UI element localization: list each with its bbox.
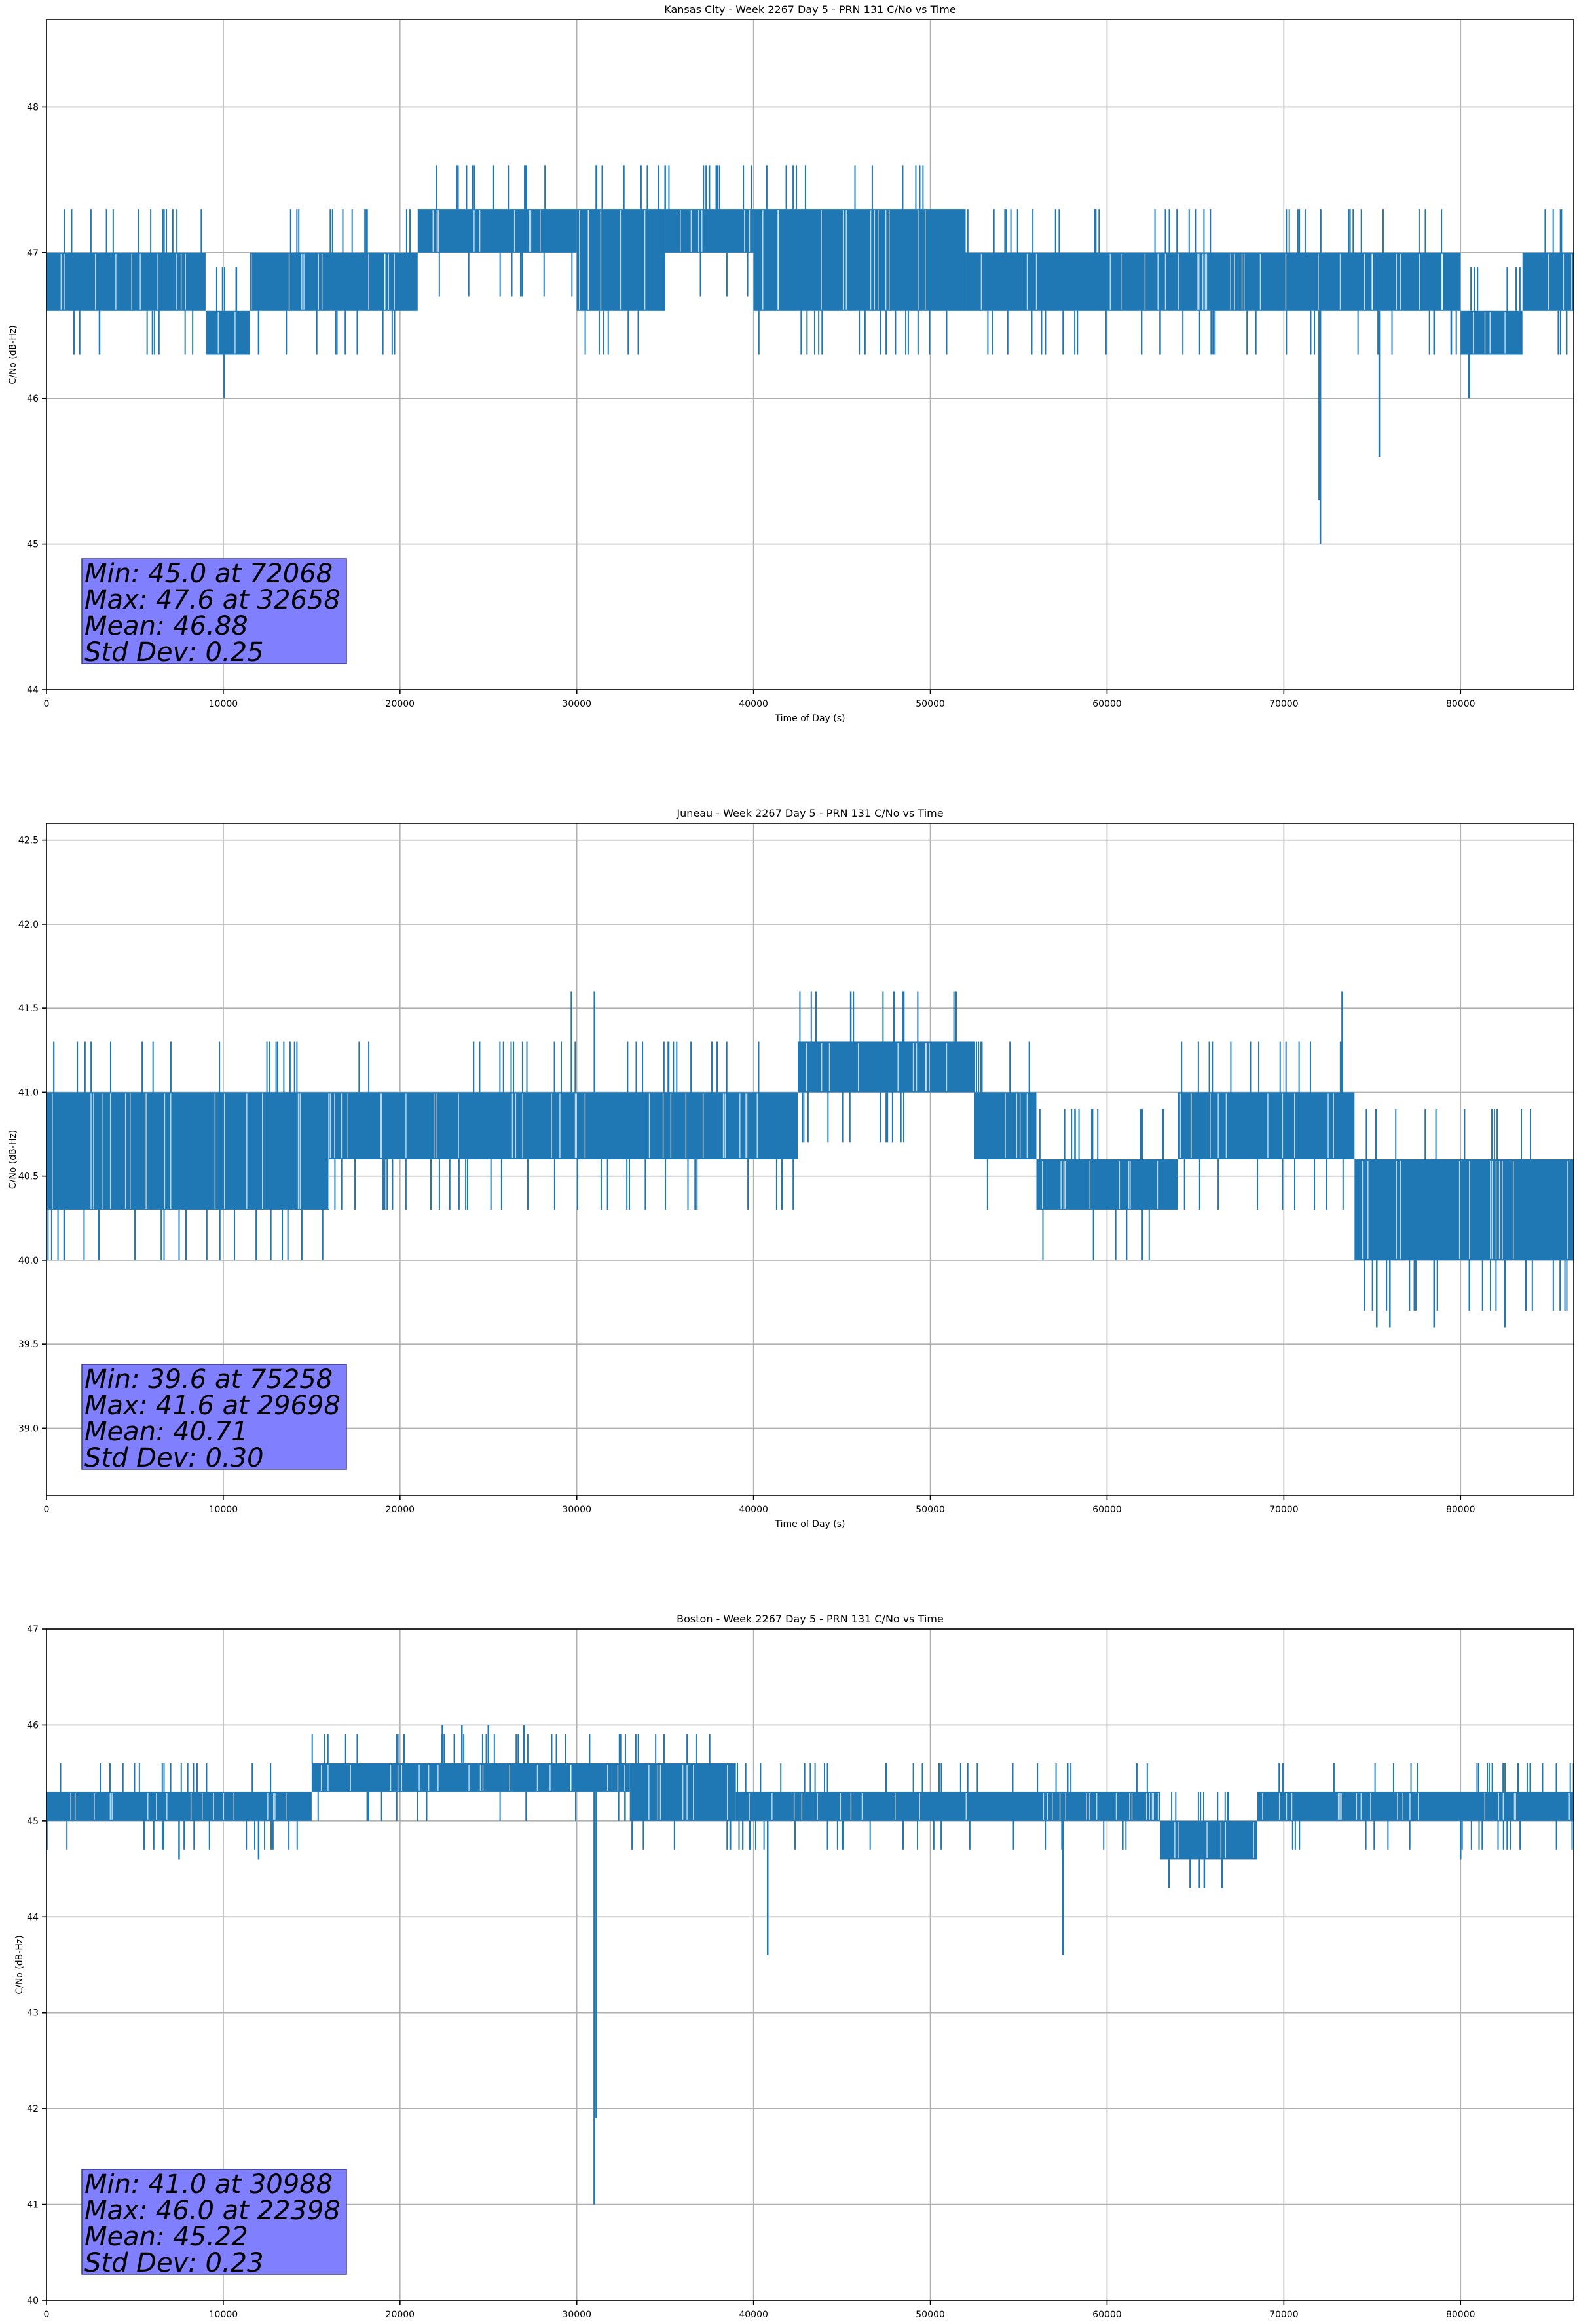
y-axis-label: C/No (dB-Hz) [14, 1935, 25, 1994]
axes-frame [46, 1628, 1574, 2301]
x-tick-label: 60000 [1092, 699, 1122, 709]
series-band [1036, 1159, 1178, 1210]
y-tick-label: 39.0 [18, 1423, 39, 1434]
stats-line: Std Dev: 0.23 [84, 2248, 264, 2278]
series-band [1522, 252, 1574, 311]
x-tick-label: 80000 [1446, 1505, 1475, 1515]
stats-line: Min: 39.6 at 75258 [84, 1364, 333, 1395]
y-tick-label: 42 [27, 2104, 39, 2114]
x-tick-label: 0 [44, 1505, 50, 1515]
x-tick-label: 70000 [1269, 699, 1299, 709]
chart-title: Juneau - Week 2267 Day 5 - PRN 131 C/No … [676, 807, 943, 819]
stats-line: Min: 41.0 at 30988 [84, 2169, 333, 2200]
series-band [965, 252, 1461, 311]
series-band [1160, 1820, 1257, 1860]
x-axis-label: Time of Day (s) [775, 713, 845, 724]
y-tick-label: 46 [27, 394, 39, 404]
stats-line: Mean: 46.88 [84, 611, 248, 641]
x-tick-label: 10000 [209, 2310, 238, 2320]
axes-frame [46, 823, 1574, 1496]
stats-line: Max: 41.6 at 29698 [84, 1391, 341, 1421]
y-tick-label: 46 [27, 1720, 39, 1731]
x-tick-label: 60000 [1092, 2310, 1122, 2320]
series-band [1178, 1092, 1355, 1159]
y-tick-label: 48 [27, 102, 39, 113]
chart-title: Boston - Week 2267 Day 5 - PRN 131 C/No … [677, 1613, 944, 1625]
x-tick-label: 60000 [1092, 1505, 1122, 1515]
series-band [1257, 1791, 1574, 1821]
series-band [46, 1791, 312, 1821]
y-tick-label: 41.5 [18, 1003, 39, 1014]
y-tick-label: 39.5 [18, 1340, 39, 1350]
stats-line: Mean: 45.22 [84, 2222, 248, 2252]
x-tick-label: 70000 [1269, 2310, 1299, 2320]
chart-title: Kansas City - Week 2267 Day 5 - PRN 131 … [664, 3, 955, 16]
x-tick-label: 20000 [386, 1505, 415, 1515]
y-tick-label: 40.0 [18, 1256, 39, 1266]
y-tick-label: 42.0 [18, 920, 39, 930]
x-tick-label: 20000 [386, 699, 415, 709]
y-tick-label: 43 [27, 2008, 39, 2019]
stats-line: Std Dev: 0.30 [84, 1443, 264, 1473]
y-tick-label: 42.5 [18, 836, 39, 846]
y-tick-label: 40 [27, 2296, 39, 2306]
x-tick-label: 0 [44, 2310, 50, 2320]
x-tick-label: 40000 [739, 699, 768, 709]
series-band [46, 1092, 329, 1210]
series-band [417, 209, 577, 253]
y-tick-label: 47 [27, 1624, 39, 1635]
x-tick-label: 80000 [1446, 2310, 1475, 2320]
x-tick-label: 50000 [916, 1505, 945, 1515]
series-band [205, 310, 250, 355]
series-band [1460, 310, 1523, 355]
series-band [1354, 1159, 1574, 1260]
series-band [665, 209, 754, 253]
series-band [329, 1092, 798, 1159]
series-band [506, 1763, 630, 1792]
stats-box [81, 1364, 347, 1470]
series-band [798, 1041, 975, 1093]
series-band [311, 1763, 506, 1792]
stats-line: Min: 45.0 at 72068 [84, 559, 333, 589]
chart-panel-3: 0 10000 20000 30000 40000 50000 60000 70000 8000… [14, 1613, 1574, 2320]
y-tick-label: 44 [27, 685, 39, 696]
stats-box [81, 2169, 347, 2275]
x-tick-label: 50000 [916, 699, 945, 709]
x-axis-label: Time of Day (s) [775, 1519, 845, 1529]
x-tick-label: 10000 [209, 699, 238, 709]
y-axis-label: C/No (dB-Hz) [8, 1130, 18, 1189]
x-tick-label: 30000 [562, 1505, 591, 1515]
x-tick-label: 80000 [1446, 699, 1475, 709]
series-band [753, 209, 966, 311]
series-band [576, 209, 665, 311]
x-tick-label: 70000 [1269, 1505, 1299, 1515]
stats-line: Std Dev: 0.25 [84, 637, 264, 667]
x-tick-label: 50000 [916, 2310, 945, 2320]
series-band [250, 252, 418, 311]
y-tick-label: 47 [27, 248, 39, 259]
chart-panel-2: 0 10000 20000 30000 40000 50000 60000 70000 8000… [8, 807, 1574, 1529]
stats-line: Max: 47.6 at 32658 [84, 585, 341, 615]
series-band [46, 252, 206, 311]
x-tick-label: 40000 [739, 1505, 768, 1515]
x-tick-label: 30000 [562, 2310, 591, 2320]
x-tick-label: 30000 [562, 699, 591, 709]
x-tick-label: 40000 [739, 2310, 768, 2320]
stats-box [81, 558, 347, 664]
x-tick-label: 0 [44, 699, 50, 709]
chart-panel-1: 0 10000 20000 30000 40000 50000 60000 70000 8000… [8, 3, 1574, 724]
axes-frame [46, 19, 1574, 690]
stats-line: Max: 46.0 at 22398 [84, 2196, 341, 2226]
y-tick-label: 44 [27, 1912, 39, 1922]
y-tick-label: 41.0 [18, 1087, 39, 1098]
y-tick-label: 45 [27, 1816, 39, 1827]
stats-line: Mean: 40.71 [84, 1417, 248, 1447]
x-tick-label: 10000 [209, 1505, 238, 1515]
y-tick-label: 40.5 [18, 1172, 39, 1182]
x-tick-label: 20000 [386, 2310, 415, 2320]
y-tick-label: 41 [27, 2200, 39, 2211]
y-axis-label: C/No (dB-Hz) [8, 325, 18, 384]
y-tick-label: 45 [27, 540, 39, 550]
